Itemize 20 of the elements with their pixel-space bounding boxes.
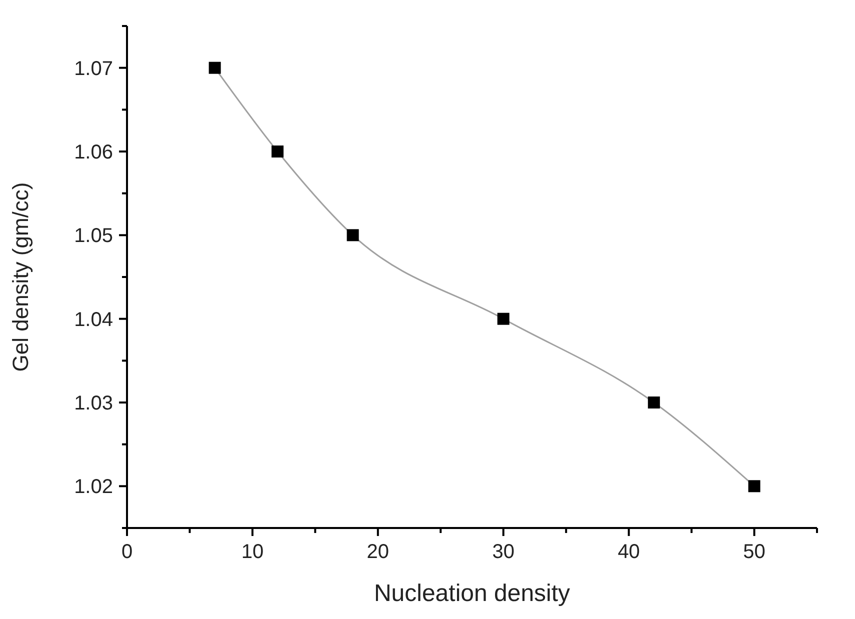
x-tick-label: 30 xyxy=(492,541,514,563)
x-tick-label: 50 xyxy=(743,541,766,563)
y-tick-label: 1.07 xyxy=(74,58,113,80)
point xyxy=(272,146,284,158)
point xyxy=(497,312,510,325)
x-tick-label: 40 xyxy=(618,541,640,563)
y-tick-label: 1.02 xyxy=(74,476,113,498)
y-tick-label: 1.06 xyxy=(74,142,113,164)
x-tick-label: 20 xyxy=(366,541,390,563)
y-tick-label: 1.04 xyxy=(74,308,113,331)
x-tick-label: 10 xyxy=(241,541,264,563)
y-tick-label: 1.03 xyxy=(74,392,113,414)
point xyxy=(648,396,660,408)
point xyxy=(346,229,359,242)
x-tick-label: 0 xyxy=(121,541,133,563)
point xyxy=(208,62,221,74)
y-axis-title: Gel density (gm/cc) xyxy=(8,182,33,372)
point xyxy=(748,480,760,492)
x-axis-title: Nucleation density xyxy=(374,580,570,607)
y-tick-label: 1.05 xyxy=(74,225,113,248)
